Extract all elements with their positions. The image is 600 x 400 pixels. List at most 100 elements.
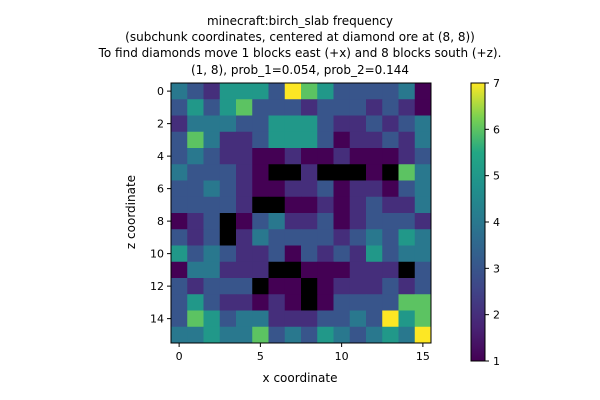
heatmap-cell — [268, 131, 286, 149]
heatmap-cell — [349, 278, 367, 295]
heatmap-cell — [236, 148, 253, 165]
heatmap-cell — [398, 310, 416, 328]
heatmap-cell — [366, 99, 383, 116]
heatmap-cell — [268, 278, 286, 295]
heatmap-cell — [366, 196, 383, 214]
heatmap-cell — [219, 83, 237, 100]
heatmap-cell — [301, 164, 318, 181]
heatmap-cell — [187, 294, 204, 311]
heatmap-cell — [317, 278, 334, 295]
heatmap-cell — [382, 164, 399, 181]
heatmap-cell — [301, 180, 318, 198]
heatmap-cell — [382, 326, 399, 344]
heatmap-cell — [414, 310, 432, 328]
heatmap-cell — [284, 261, 302, 279]
x-axis: 0 5 10 15 — [176, 343, 430, 363]
heatmap-cell — [317, 164, 334, 181]
y-tick-label: 0 — [157, 85, 164, 98]
heatmap-cell — [268, 164, 286, 181]
colorbar-tick-label: 2 — [493, 309, 500, 322]
heatmap-cell — [219, 164, 237, 181]
heatmap-cell — [317, 261, 334, 279]
heatmap-cell — [171, 148, 188, 165]
heatmap-cell — [252, 131, 269, 149]
heatmap-cell — [219, 326, 237, 344]
heatmap-cell — [203, 213, 221, 230]
heatmap-cell — [317, 148, 334, 165]
heatmap-cell — [171, 213, 188, 230]
heatmap-cell — [414, 326, 432, 344]
heatmap-cell — [333, 131, 351, 149]
heatmap-cell — [284, 278, 302, 295]
heatmap-cell — [317, 83, 334, 100]
heatmap-cell — [333, 326, 351, 344]
heatmap-cell — [349, 261, 367, 279]
heatmap-cell — [252, 294, 269, 311]
heatmap-cell — [236, 99, 253, 116]
heatmap-cell — [333, 83, 351, 100]
heatmap-cell — [301, 131, 318, 149]
heatmap-cell — [398, 83, 416, 100]
heatmap-cell — [382, 148, 399, 165]
chart-title-line-3: To find diamonds move 1 blocks east (+x)… — [98, 46, 502, 60]
heatmap-cell — [366, 180, 383, 198]
heatmap-cell — [203, 131, 221, 149]
heatmap-cell — [333, 164, 351, 181]
heatmap-cell — [398, 148, 416, 165]
heatmap-cell — [382, 83, 399, 100]
heatmap-cell — [203, 99, 221, 116]
heatmap-cell — [236, 278, 253, 295]
heatmap-cell — [414, 294, 432, 311]
heatmap-cell — [382, 294, 399, 311]
heatmap-cell — [414, 164, 432, 181]
heatmap-cell — [301, 213, 318, 230]
heatmap-cell — [268, 310, 286, 328]
heatmap-cell — [219, 180, 237, 198]
heatmap-cell — [398, 229, 416, 246]
heatmap-cell — [349, 245, 367, 263]
heatmap-cell — [171, 99, 188, 116]
y-tick-label: 4 — [157, 150, 164, 163]
heatmap-cell — [366, 213, 383, 230]
heatmap-cell — [284, 164, 302, 181]
heatmap-cell — [366, 245, 383, 263]
x-axis-label: x coordinate — [263, 371, 338, 385]
heatmap-cell — [203, 196, 221, 214]
heatmap-cell — [236, 180, 253, 198]
heatmap-cell — [284, 83, 302, 100]
heatmap-cell — [203, 326, 221, 344]
heatmap-cell — [414, 196, 432, 214]
heatmap-cell — [284, 294, 302, 311]
heatmap-cell — [187, 164, 204, 181]
heatmap-cell — [382, 131, 399, 149]
heatmap-cell — [187, 115, 204, 133]
heatmap-cell — [414, 278, 432, 295]
heatmap-cell — [301, 326, 318, 344]
heatmap-cell — [382, 245, 399, 263]
heatmap-cell — [333, 99, 351, 116]
heatmap-cell — [398, 164, 416, 181]
heatmap-cell — [349, 131, 367, 149]
x-tick-label: 5 — [257, 350, 264, 363]
heatmap-cell — [284, 310, 302, 328]
heatmap-cell — [301, 245, 318, 263]
heatmap-cell — [219, 213, 237, 230]
heatmap-cell — [349, 115, 367, 133]
heatmap-cell — [333, 278, 351, 295]
colorbar-tick-label: 1 — [493, 355, 500, 368]
heatmap-cell — [219, 261, 237, 279]
heatmap-cell — [268, 115, 286, 133]
heatmap-cell — [284, 131, 302, 149]
heatmap-cell — [333, 310, 351, 328]
heatmap-cell — [284, 115, 302, 133]
heatmap-cell — [284, 245, 302, 263]
heatmap-cell — [236, 229, 253, 246]
heatmap-cell — [317, 245, 334, 263]
heatmap-cell — [333, 229, 351, 246]
heatmap-cell — [171, 326, 188, 344]
heatmap-cell — [284, 196, 302, 214]
heatmap-cell — [171, 196, 188, 214]
heatmap-cell — [382, 213, 399, 230]
heatmap-cell — [203, 115, 221, 133]
